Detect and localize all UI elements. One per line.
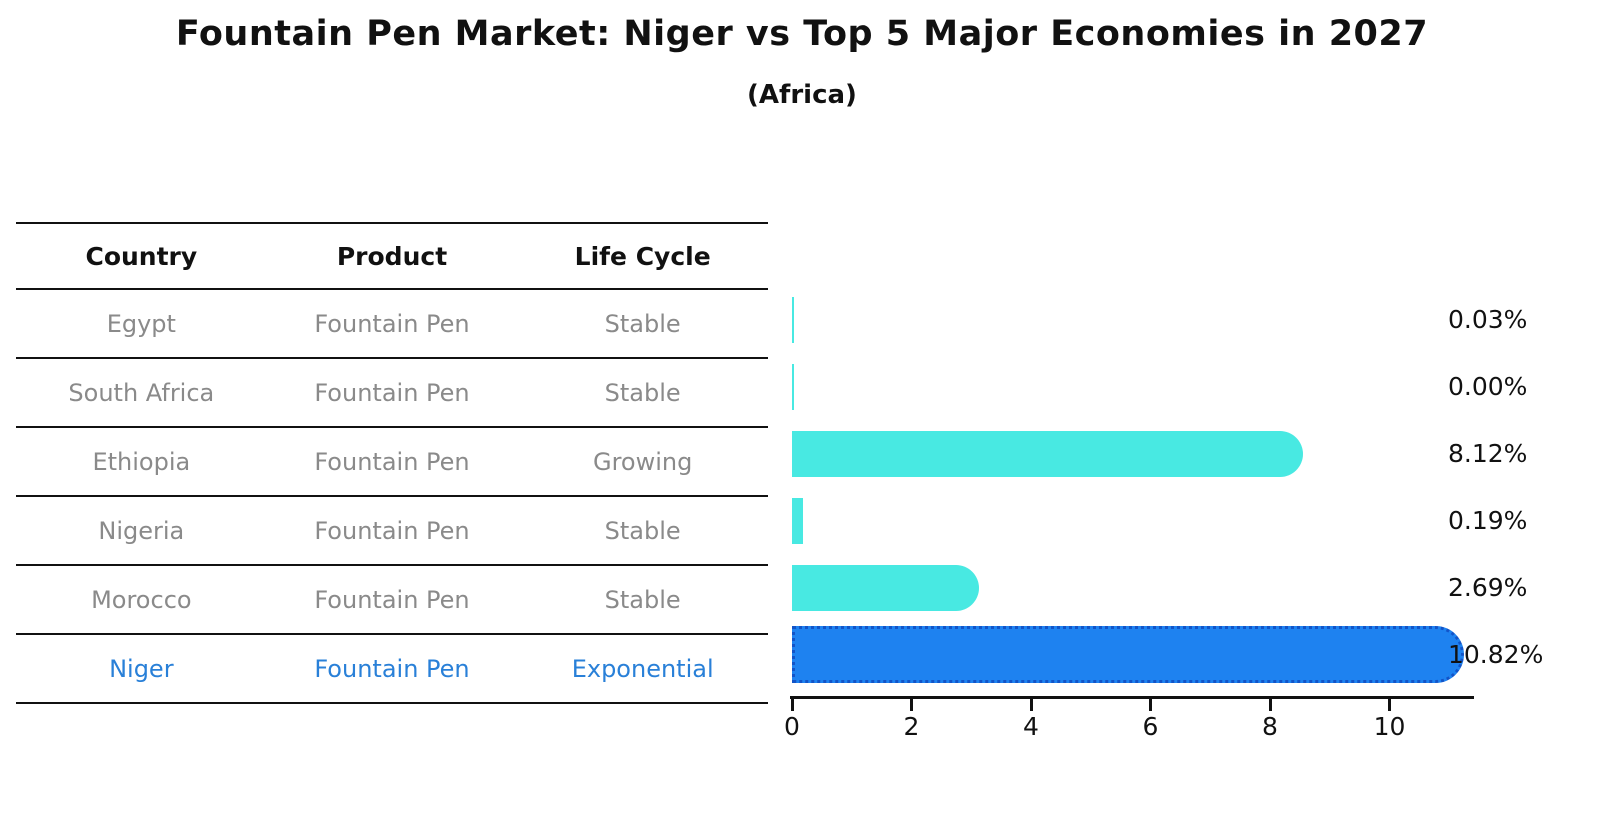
x-tick-mark (1029, 699, 1033, 711)
table-row-nigeria: Nigeria Fountain Pen Stable (16, 497, 768, 566)
value-label-nigeria: 0.19% (1448, 505, 1528, 535)
column-header-product: Product (336, 241, 448, 271)
x-tick-label: 10 (1373, 712, 1406, 741)
table-row-egypt: Egypt Fountain Pen Stable (16, 290, 768, 359)
x-tick-label: 6 (1142, 712, 1159, 741)
column-header-lifecycle: Life Cycle (574, 241, 711, 271)
cell-country: Nigeria (98, 516, 185, 545)
bar-nigeria (792, 497, 804, 544)
value-label-south-africa: 0.00% (1448, 371, 1528, 401)
cell-product: Fountain Pen (314, 447, 470, 476)
value-label-niger: 10.82% (1448, 639, 1544, 669)
cell-life_cycle: Stable (604, 516, 681, 545)
x-tick-label: 0 (784, 712, 800, 741)
bar-egypt (792, 296, 794, 343)
table-row-ethiopia: Ethiopia Fountain Pen Growing (16, 428, 768, 497)
cell-life_cycle: Stable (604, 309, 681, 338)
bar-niger (792, 626, 1465, 683)
cell-life_cycle: Growing (592, 447, 693, 476)
x-tick-label: 2 (903, 712, 920, 741)
x-tick-label: 4 (1023, 712, 1039, 741)
cell-product: Fountain Pen (314, 378, 470, 407)
table-row-south-africa: South Africa Fountain Pen Stable (16, 359, 768, 428)
cell-life_cycle: Exponential (571, 654, 714, 683)
cell-product: Fountain Pen (314, 585, 470, 614)
cell-country: Egypt (106, 309, 176, 338)
cell-country: Morocco (91, 585, 192, 614)
column-header-country: Country (85, 241, 198, 271)
table-row-niger: Niger Fountain Pen Exponential (16, 635, 768, 704)
x-tick-mark (910, 699, 913, 711)
cell-life_cycle: Stable (604, 378, 681, 407)
table-body: Egypt Fountain Pen Stable South Africa Fount… (16, 290, 768, 704)
x-tick-label: 8 (1262, 712, 1278, 741)
bar-ethiopia (792, 430, 1304, 477)
cell-product: Fountain Pen (314, 309, 470, 338)
chart-title: Fountain Pen Market: Niger vs Top 5 Majo… (175, 14, 1429, 54)
x-tick-mark (790, 699, 794, 711)
cell-country: Ethiopia (92, 447, 191, 476)
bar-morocco (792, 564, 979, 611)
chart-subtitle: (Africa) (747, 80, 857, 110)
value-label-egypt: 0.03% (1448, 304, 1528, 334)
x-axis-line (790, 696, 1474, 699)
cell-product: Fountain Pen (314, 516, 470, 545)
x-tick-mark (1149, 699, 1152, 711)
value-label-morocco: 2.69% (1448, 572, 1528, 602)
x-tick-mark (1268, 699, 1272, 711)
table-header-row: Country Product Life Cycle (16, 222, 768, 290)
x-tick-mark (1388, 699, 1391, 711)
cell-country: South Africa (68, 378, 215, 407)
country-table: Country Product Life Cycle Egypt Fountain… (16, 222, 768, 704)
cell-product: Fountain Pen (314, 654, 470, 683)
bar-south-africa (792, 363, 794, 410)
table-row-morocco: Morocco Fountain Pen Stable (16, 566, 768, 635)
cell-country: Niger (109, 654, 174, 683)
cell-life_cycle: Stable (604, 585, 681, 614)
value-label-ethiopia: 8.12% (1448, 438, 1528, 468)
